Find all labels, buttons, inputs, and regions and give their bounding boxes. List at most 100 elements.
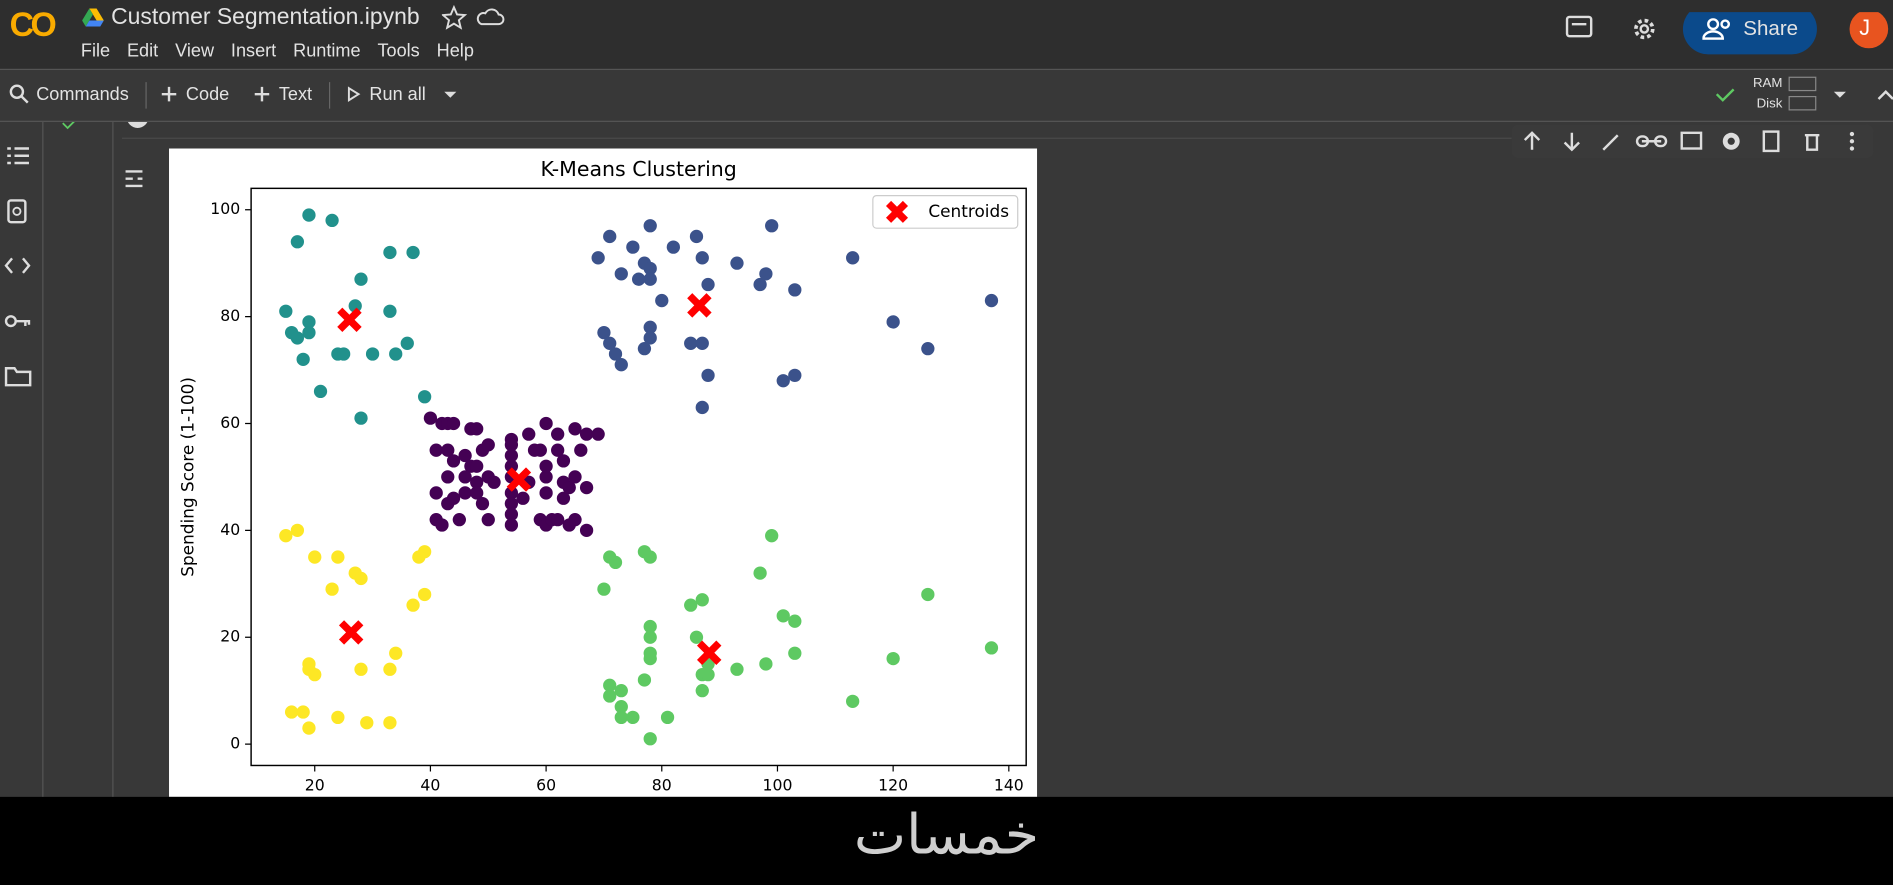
scatter-point <box>562 518 576 532</box>
scatter-point <box>759 657 773 671</box>
scatter-point <box>591 251 605 265</box>
scatter-point <box>383 245 397 260</box>
scatter-point <box>435 518 449 532</box>
scatter-point <box>568 422 582 436</box>
scatter-point <box>846 251 860 265</box>
watermark: خمسات <box>853 801 1040 867</box>
logo[interactable]: CO <box>9 6 57 44</box>
y-axis-label: Spending Score (1-100) <box>177 377 197 577</box>
scatter-point <box>423 411 438 425</box>
scatter-point <box>765 529 779 543</box>
scatter-point <box>776 609 790 623</box>
scatter-point <box>354 662 368 676</box>
scatter-point <box>886 315 900 329</box>
menu-item[interactable]: Edit <box>126 41 159 62</box>
scatter-point <box>308 667 322 682</box>
chart: K-Means Clustering Spending Score (1-100… <box>169 148 1038 797</box>
run-all-button[interactable]: Run all <box>369 84 426 106</box>
drive-icon <box>82 8 104 27</box>
scatter-point <box>689 229 704 244</box>
divider <box>0 120 1893 122</box>
scatter-point <box>504 459 519 473</box>
centroid-marker <box>337 307 362 333</box>
scatter-point <box>643 331 657 345</box>
share-button[interactable]: Share <box>1743 16 1799 40</box>
scatter-point <box>354 571 368 586</box>
scatter-point <box>481 438 495 452</box>
menu-item[interactable]: Runtime <box>293 41 361 62</box>
scatter-point <box>360 716 374 730</box>
scatter-point <box>429 443 443 457</box>
scatter-point <box>603 689 617 703</box>
add-code-button[interactable]: Code <box>185 84 230 106</box>
legend-box <box>872 194 1019 229</box>
scatter-point <box>643 550 657 564</box>
scatter-point <box>470 459 484 473</box>
x-tick-label: 40 <box>420 775 440 794</box>
scatter-point <box>788 368 802 383</box>
menu-item[interactable]: Tools <box>377 41 420 62</box>
scatter-point <box>788 283 802 297</box>
menu-item[interactable]: View <box>175 41 215 62</box>
commands-button[interactable]: Commands <box>36 84 129 106</box>
y-tick-label: 0 <box>230 734 240 753</box>
scatter-point <box>846 694 860 708</box>
scatter-point <box>579 523 594 537</box>
scatter-point <box>695 336 709 350</box>
scatter-point <box>603 678 617 692</box>
scatter-point <box>626 710 640 725</box>
scatter-point <box>886 651 900 666</box>
scatter-point <box>637 673 652 687</box>
scatter-point <box>660 710 675 725</box>
scatter-point <box>643 732 657 746</box>
scatter-point <box>446 416 461 431</box>
scatter-point <box>504 448 519 463</box>
scatter-point <box>441 443 455 457</box>
scatter-point <box>296 352 310 366</box>
scatter-point <box>470 486 484 500</box>
scatter-point <box>406 245 420 260</box>
scatter-point <box>655 293 669 308</box>
scatter-point <box>383 662 397 676</box>
menu-item[interactable]: Help <box>436 41 474 62</box>
scatter-point <box>354 272 368 286</box>
scatter-point <box>614 267 628 281</box>
centroid-marker <box>687 293 712 318</box>
scatter-point <box>458 448 472 463</box>
scatter-point <box>400 336 414 350</box>
scatter-point <box>522 427 536 441</box>
chart-title: K-Means Clustering <box>540 157 736 181</box>
scatter-point <box>539 486 553 500</box>
scatter-point <box>695 251 709 265</box>
scatter-point <box>302 208 316 222</box>
scatter-point <box>539 459 553 473</box>
add-text-button[interactable]: Text <box>278 84 313 106</box>
disk-label: Disk <box>1756 96 1783 112</box>
scatter-point <box>504 507 519 521</box>
scatter-point <box>637 342 652 356</box>
scatter-point <box>921 587 935 602</box>
menu-item[interactable]: File <box>80 41 111 62</box>
scatter-point <box>632 272 646 286</box>
scatter-point <box>597 325 611 340</box>
x-tick-label: 20 <box>305 775 325 794</box>
centroid-marker <box>506 467 532 492</box>
scatter-point <box>551 513 565 527</box>
scatter-point <box>614 684 628 698</box>
x-tick-label: 80 <box>652 775 672 794</box>
footer-band <box>0 796 1893 885</box>
scatter-point <box>603 229 617 244</box>
scatter-point <box>776 374 790 388</box>
cell-border <box>121 137 1873 139</box>
scatter-point <box>348 299 362 313</box>
share-icon <box>1702 18 1731 40</box>
menu-item[interactable]: Insert <box>230 41 277 62</box>
scatter-point <box>313 384 328 399</box>
scatter-point <box>389 347 403 361</box>
scatter-point <box>921 342 935 356</box>
avatar[interactable]: J <box>1859 15 1871 40</box>
notebook-title[interactable]: Customer Segmentation.ipynb <box>111 4 420 31</box>
scatter-point <box>753 277 767 292</box>
scatter-point <box>504 486 519 500</box>
scatter-point <box>591 427 605 441</box>
